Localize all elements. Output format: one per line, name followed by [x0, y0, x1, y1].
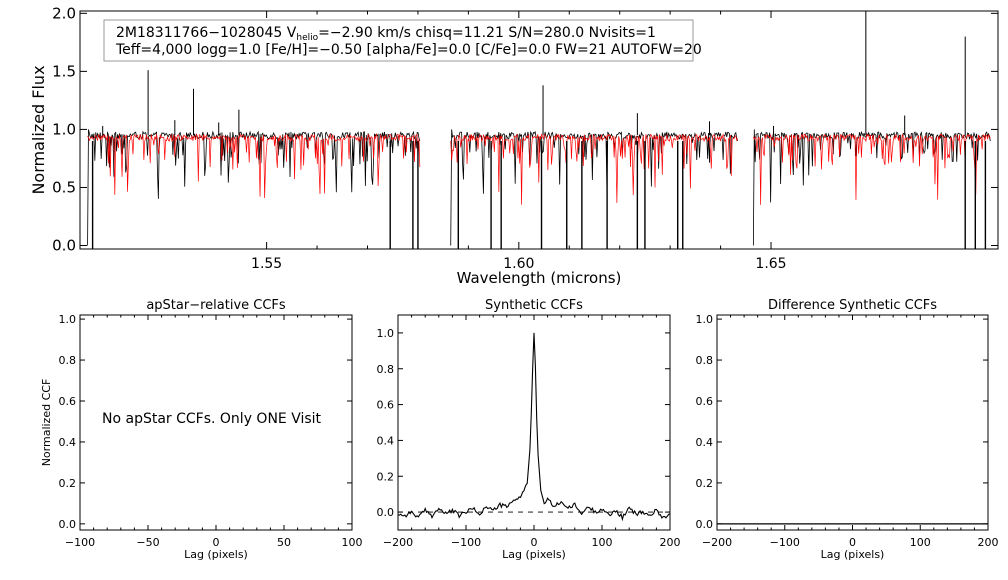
x-tick-label: 1.65 [755, 256, 786, 272]
y-tick-label: 0.0 [52, 237, 76, 255]
x-tick-label: −100 [451, 536, 481, 549]
x-tick-label: 0 [213, 536, 220, 549]
y-tick-label: 0.6 [377, 399, 395, 412]
spectrum-plot-area [87, 11, 991, 249]
x-tick-label: 100 [910, 536, 931, 549]
y-tick-label: 0.5 [52, 178, 76, 196]
y-tick-label: 0.0 [696, 518, 714, 531]
y-tick-label: 0.4 [377, 434, 395, 447]
spectrum-frame [79, 10, 999, 250]
info-box-frame [103, 19, 694, 62]
info-line-2: Teff=4,000 logg=1.0 [Fe/H]=−0.50 [alpha/… [115, 42, 702, 58]
spectrum-series-1-chip-2 [753, 133, 991, 205]
spectrum-series-1-chip-0 [87, 132, 421, 198]
x-tick-label: −200 [702, 536, 732, 549]
spectrum-axes: 1.55 1.60 1.65 0.0 0.5 1.0 1.5 2.0 Wavelength (m… [29, 4, 999, 287]
info-star-id: 2M18311766−1028045 [116, 25, 287, 41]
apstar-ccf-xlabel: Lag (pixels) [184, 548, 248, 561]
y-tick-label: 1.0 [59, 313, 77, 326]
no-ccf-annotation: No apStar CCFs. Only ONE Visit [102, 411, 322, 427]
y-tick-label: 2.0 [52, 4, 76, 22]
difference-ccf-xlabel: Lag (pixels) [821, 548, 885, 561]
spectrum-series-1-chip-1 [450, 133, 738, 205]
difference-ccf-frame [716, 314, 989, 531]
info-box: 2M18311766−1028045 Vhelio=−2.90 km/s chi… [103, 19, 702, 62]
difference-ccf-axes: −200 −100 0 100 200 0.0 0.2 0.4 0.6 0.8 1.0 Differe… [696, 298, 999, 561]
info-v-subscript: helio [296, 33, 318, 43]
spectrum-series-0-chip-2 [752, 129, 991, 246]
x-tick-label: −50 [136, 536, 159, 549]
y-tick-label: 1.0 [52, 120, 76, 138]
info-v-value: =−2.90 km/s [318, 25, 415, 41]
apstar-ccf-axes: −100 −50 0 50 100 0.0 0.2 0.4 0.6 0.8 1.0 apStar−re… [40, 298, 363, 561]
spectrum-xlabel: Wavelength (microns) [457, 269, 622, 287]
x-tick-label: 200 [978, 536, 999, 549]
apstar-ccf-ylabel: Normalized CCF [40, 379, 53, 467]
y-tick-label: 0.2 [696, 477, 714, 490]
x-tick-label: 50 [277, 536, 291, 549]
synthetic-ccf-axes: −200 −100 0 100 200 0.0 0.2 0.4 0.6 0.8 1.0 Synthet… [377, 298, 681, 561]
x-tick-label: 1.60 [503, 256, 534, 272]
x-tick-label: −100 [65, 536, 95, 549]
spectrum-series-0-chip-0 [87, 129, 421, 246]
y-tick-label: 1.0 [377, 327, 395, 340]
info-chisq: chisq=11.21 [415, 25, 508, 41]
y-tick-label: 0.8 [377, 363, 395, 376]
synthetic-ccf-xlabel: Lag (pixels) [502, 548, 566, 561]
y-tick-label: 0.4 [59, 436, 77, 449]
y-tick-label: 0.2 [59, 477, 77, 490]
spectrum-ylabel: Normalized Flux [29, 65, 48, 194]
y-tick-label: 0.4 [696, 436, 714, 449]
y-tick-label: 0.0 [377, 506, 395, 519]
x-tick-label: −100 [770, 536, 800, 549]
y-tick-label: 0.8 [696, 354, 714, 367]
y-tick-label: 1.5 [52, 62, 76, 80]
x-tick-label: 0 [849, 536, 856, 549]
x-tick-label: 200 [660, 536, 681, 549]
y-tick-label: 1.0 [696, 313, 714, 326]
x-tick-label: 0 [531, 536, 538, 549]
x-tick-label: 100 [342, 536, 363, 549]
y-tick-label: 0.2 [377, 470, 395, 483]
apstar-ccf-title: apStar−relative CCFs [146, 298, 286, 313]
y-tick-label: 0.6 [59, 395, 77, 408]
y-tick-label: 0.6 [696, 395, 714, 408]
y-tick-label: 0.8 [59, 354, 77, 367]
info-line-1: 2M18311766−1028045 Vhelio=−2.90 km/s chi… [116, 25, 656, 43]
info-nvisits: Nvisits=1 [589, 25, 656, 41]
synthetic-ccf-line [397, 332, 671, 522]
synthetic-ccf-title: Synthetic CCFs [485, 298, 583, 313]
x-tick-label: −200 [383, 536, 413, 549]
info-snr: S/N=280.0 [508, 25, 588, 41]
info-v-symbol: V [287, 25, 297, 41]
x-tick-label: 1.55 [251, 256, 282, 272]
x-tick-label: 100 [592, 536, 613, 549]
difference-ccf-title: Difference Synthetic CCFs [768, 298, 937, 313]
y-tick-label: 0.0 [59, 518, 77, 531]
